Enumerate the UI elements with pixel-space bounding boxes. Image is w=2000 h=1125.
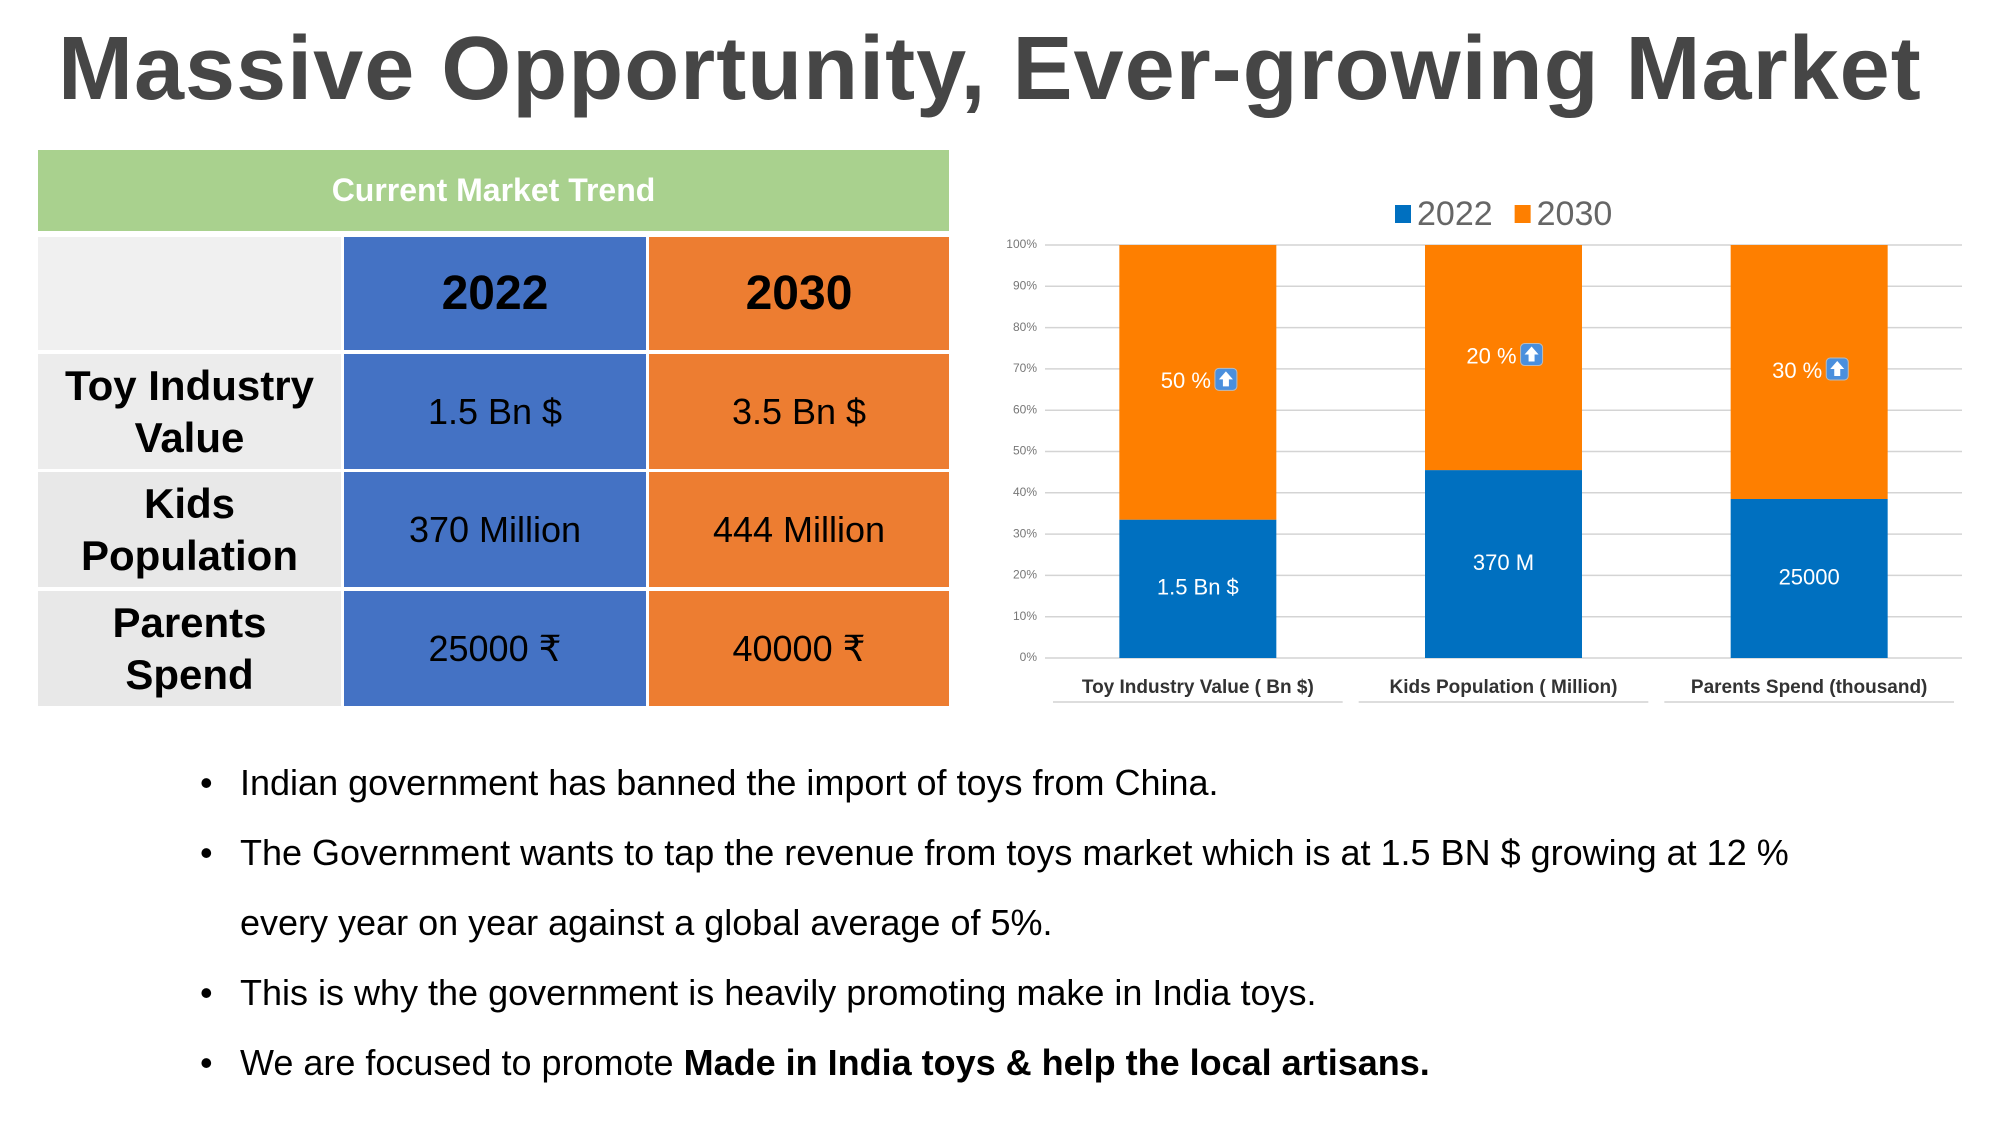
arrow-glyph (1524, 346, 1539, 362)
segment-label: 370 M (1473, 550, 1534, 575)
y-tick-label: 70% (1013, 361, 1037, 375)
bullet-list: Indian government has banned the import … (200, 748, 1840, 1098)
header-cell: 2030 (649, 237, 949, 350)
row-label: Kids Population (38, 472, 341, 587)
arrow-icon (1520, 343, 1544, 367)
row-label: Parents Spend (38, 591, 341, 706)
y-tick-label: 30% (1013, 526, 1037, 540)
segment-label: 20 % (1466, 343, 1516, 368)
table-cell: 370 Million (344, 472, 646, 587)
y-tick-label: 100% (1006, 237, 1037, 251)
blank-cell (38, 237, 341, 350)
arrow-icon (1825, 357, 1849, 381)
y-tick-label: 10% (1013, 609, 1037, 623)
arrow-glyph (1218, 371, 1233, 387)
bullet: The Government wants to tap the revenue … (200, 818, 1840, 958)
table-title: Current Market Trend (38, 150, 949, 231)
bar-segment (1425, 470, 1582, 658)
table-cell: 25000 ₹ (344, 591, 646, 706)
segment-label: 1.5 Bn $ (1157, 575, 1239, 600)
bar-segment (1119, 519, 1277, 658)
slide-title: Massive Opportunity, Ever-growing Market (58, 19, 1922, 119)
legend-label: 2030 (1537, 195, 1613, 233)
bullet-text: We are focused to promote (240, 1042, 684, 1083)
legend-swatch (1514, 205, 1531, 223)
y-tick-label: 20% (1013, 568, 1037, 582)
arrow-icon (1214, 367, 1238, 391)
bullet: We are focused to promote Made in India … (200, 1028, 1840, 1098)
table-cell: 3.5 Bn $ (649, 354, 949, 469)
bullet: Indian government has banned the import … (200, 748, 1840, 818)
arrow-glyph (1830, 360, 1845, 376)
y-tick-label: 60% (1013, 402, 1037, 416)
table-cell: 40000 ₹ (649, 591, 949, 706)
table-cell: 1.5 Bn $ (344, 354, 646, 469)
bullet-text: Indian government has banned the import … (240, 762, 1219, 803)
segment-label: 25000 (1779, 564, 1840, 589)
header-cell: 2022 (344, 237, 646, 350)
x-tick-label: Parents Spend (thousand) (1691, 677, 1927, 698)
bar-segment (1730, 245, 1888, 499)
bar-segment (1425, 245, 1582, 471)
bar-segment (1730, 498, 1888, 658)
y-tick-label: 0% (1020, 650, 1038, 664)
y-tick-label: 40% (1013, 485, 1037, 499)
bullet-bold: Made in India toys & help the local arti… (683, 1042, 1430, 1083)
table-cell: 444 Million (649, 472, 949, 587)
segment-label: 30 % (1772, 358, 1822, 383)
row-label: Toy Industry Value (38, 354, 341, 469)
segment-label: 50 % (1161, 368, 1211, 393)
chart: 0% 10% 20% 30% 40% 50% 60% 70% 80% 90% 100% 2022 203… (1006, 195, 1962, 703)
bullet-text: The Government wants to tap the revenue … (240, 832, 1789, 943)
bullet-text: This is why the government is heavily pr… (240, 972, 1317, 1013)
x-tick-label: Kids Population ( Million) (1390, 677, 1618, 698)
y-tick-label: 90% (1013, 278, 1037, 292)
bar-segment (1119, 245, 1277, 520)
x-tick-label: Toy Industry Value ( Bn $) (1082, 677, 1314, 698)
y-tick-label: 80% (1013, 320, 1037, 334)
legend-label: 2022 (1417, 195, 1493, 233)
y-tick-label: 50% (1013, 444, 1037, 458)
legend-swatch (1395, 205, 1411, 223)
bullet: This is why the government is heavily pr… (200, 958, 1840, 1028)
